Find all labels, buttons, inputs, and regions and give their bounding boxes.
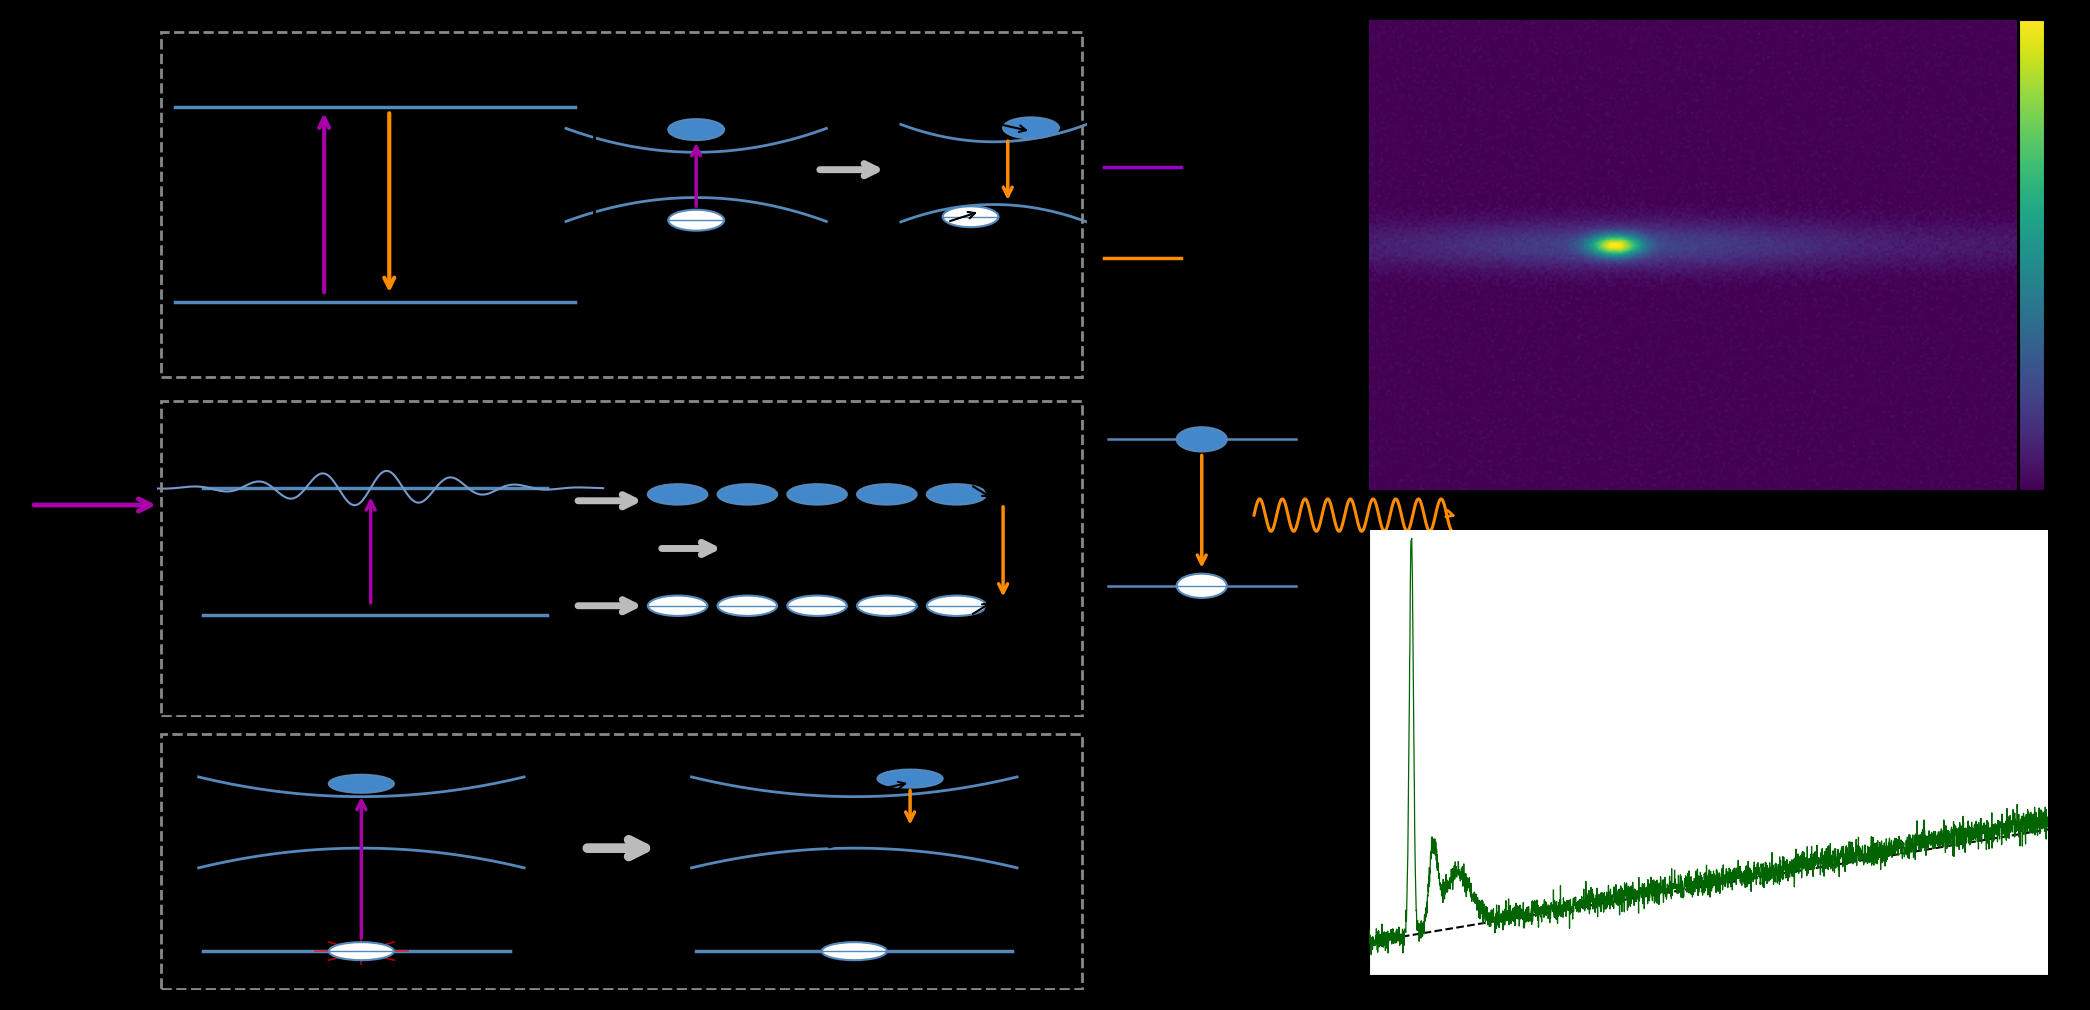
Circle shape <box>328 775 393 793</box>
Circle shape <box>788 596 846 616</box>
Circle shape <box>669 210 723 230</box>
Circle shape <box>328 942 393 961</box>
Circle shape <box>1003 117 1060 138</box>
Text: Bulk plasmon: Bulk plasmon <box>176 415 324 434</box>
Circle shape <box>821 942 886 961</box>
Circle shape <box>788 484 846 505</box>
Text: F: F <box>422 274 435 292</box>
Circle shape <box>943 206 999 227</box>
Text: E: E <box>422 47 435 66</box>
Circle shape <box>857 484 918 505</box>
Circle shape <box>717 484 777 505</box>
Circle shape <box>648 596 706 616</box>
Circle shape <box>717 596 777 616</box>
Text: E: E <box>529 459 541 476</box>
Circle shape <box>878 770 943 788</box>
Circle shape <box>1177 574 1227 598</box>
Circle shape <box>926 484 986 505</box>
Text: Direct: Direct <box>184 47 251 67</box>
Circle shape <box>857 596 918 616</box>
Y-axis label: Rel. QE (arb. units): Rel. QE (arb. units) <box>1325 674 1344 831</box>
Text: Near band: Near band <box>608 47 721 67</box>
Text: Core electron: Core electron <box>176 745 324 765</box>
Circle shape <box>669 119 723 140</box>
Circle shape <box>648 484 706 505</box>
Circle shape <box>926 596 986 616</box>
Text: F: F <box>529 589 541 607</box>
Circle shape <box>1177 427 1227 451</box>
X-axis label: Energy (eV): Energy (eV) <box>1655 1005 1762 1010</box>
